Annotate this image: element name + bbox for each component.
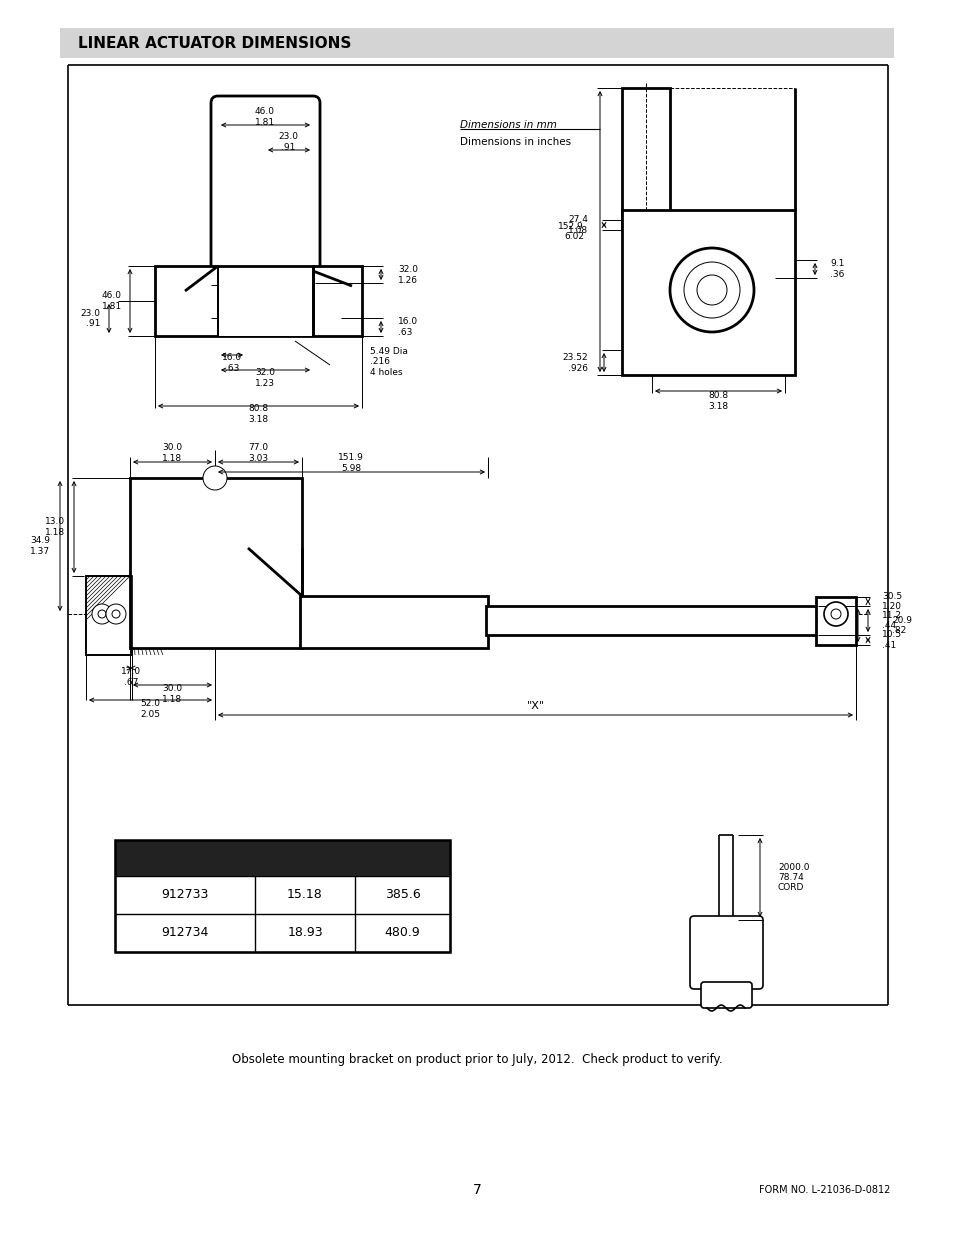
Text: 10.5
.41: 10.5 .41 <box>882 630 902 650</box>
Circle shape <box>830 609 841 619</box>
Text: 912733: 912733 <box>161 888 209 902</box>
Bar <box>621 210 794 375</box>
Text: 30.0
1.18: 30.0 1.18 <box>162 443 182 463</box>
Circle shape <box>106 604 126 624</box>
Text: 46.0
1.81: 46.0 1.81 <box>102 291 122 311</box>
Bar <box>815 597 855 645</box>
Text: 46.0
1.81: 46.0 1.81 <box>254 107 274 127</box>
Text: Obsolete mounting bracket on product prior to July, 2012.  Check product to veri: Obsolete mounting bracket on product pri… <box>232 1053 721 1067</box>
Bar <box>115 840 450 952</box>
Text: 5.49 Dia
.216
4 holes: 5.49 Dia .216 4 holes <box>370 347 408 377</box>
Text: 152.9
6.02: 152.9 6.02 <box>558 222 583 241</box>
Text: 80.8
3.18: 80.8 3.18 <box>708 391 728 411</box>
Text: 30.5
1.20: 30.5 1.20 <box>882 592 902 611</box>
Text: LINEAR ACTUATOR DIMENSIONS: LINEAR ACTUATOR DIMENSIONS <box>78 36 351 51</box>
Bar <box>299 597 488 648</box>
Circle shape <box>683 262 740 317</box>
Bar <box>485 606 817 635</box>
Text: 13.0
1.18: 13.0 1.18 <box>45 517 65 537</box>
Text: 30.0
1.18: 30.0 1.18 <box>162 684 182 704</box>
Bar <box>130 478 302 648</box>
Circle shape <box>98 610 106 618</box>
Bar <box>60 28 893 58</box>
FancyBboxPatch shape <box>689 916 762 989</box>
Text: 23.0
.91: 23.0 .91 <box>80 309 100 329</box>
Text: 16.0
.63: 16.0 .63 <box>222 353 242 373</box>
Text: 32.0
1.23: 32.0 1.23 <box>254 368 274 388</box>
Text: 52.0
2.05: 52.0 2.05 <box>140 699 160 719</box>
Text: FORM NO. L-21036-D-0812: FORM NO. L-21036-D-0812 <box>758 1186 889 1195</box>
FancyBboxPatch shape <box>700 982 751 1008</box>
Text: Dimension "X": Dimension "X" <box>137 851 233 864</box>
Text: 80.8
3.18: 80.8 3.18 <box>248 404 269 424</box>
Text: 23.52
.926: 23.52 .926 <box>561 353 587 373</box>
Bar <box>154 266 361 336</box>
Text: 11.2
.44: 11.2 .44 <box>882 611 901 630</box>
Bar <box>219 268 312 336</box>
Circle shape <box>91 604 112 624</box>
Text: 18.93: 18.93 <box>287 926 322 940</box>
Text: 77.0
3.03: 77.0 3.03 <box>248 443 268 463</box>
Bar <box>115 840 450 876</box>
Circle shape <box>669 248 753 332</box>
Text: 15.18: 15.18 <box>287 888 322 902</box>
Text: MM: MM <box>391 851 414 864</box>
Text: 2000.0
78.74
CORD: 2000.0 78.74 CORD <box>778 862 809 893</box>
Circle shape <box>112 610 120 618</box>
Text: 912734: 912734 <box>161 926 209 940</box>
Text: Dimensions in inches: Dimensions in inches <box>459 137 571 147</box>
Text: INCH: INCH <box>288 851 321 864</box>
Text: 151.9
5.98: 151.9 5.98 <box>337 453 363 473</box>
Text: 34.9
1.37: 34.9 1.37 <box>30 536 50 556</box>
Text: Dimensions in mm: Dimensions in mm <box>459 120 557 130</box>
Text: 16.0
.63: 16.0 .63 <box>397 317 417 337</box>
Text: 480.9: 480.9 <box>384 926 420 940</box>
Text: 9.1
.36: 9.1 .36 <box>829 259 843 279</box>
Circle shape <box>203 466 227 490</box>
Bar <box>621 88 669 230</box>
Text: "X": "X" <box>526 701 544 711</box>
Bar <box>86 576 132 655</box>
Text: 385.6: 385.6 <box>384 888 420 902</box>
Bar <box>86 576 132 655</box>
FancyBboxPatch shape <box>211 96 319 277</box>
Circle shape <box>697 275 726 305</box>
Text: 7: 7 <box>472 1183 481 1197</box>
Text: 27.4
1.08: 27.4 1.08 <box>567 215 587 235</box>
Text: 17.0
.67: 17.0 .67 <box>121 667 141 687</box>
Circle shape <box>823 601 847 626</box>
Text: 20.9
.82: 20.9 .82 <box>891 616 911 635</box>
Text: 32.0
1.26: 32.0 1.26 <box>397 266 417 285</box>
Text: 23.0
.91: 23.0 .91 <box>277 132 297 152</box>
